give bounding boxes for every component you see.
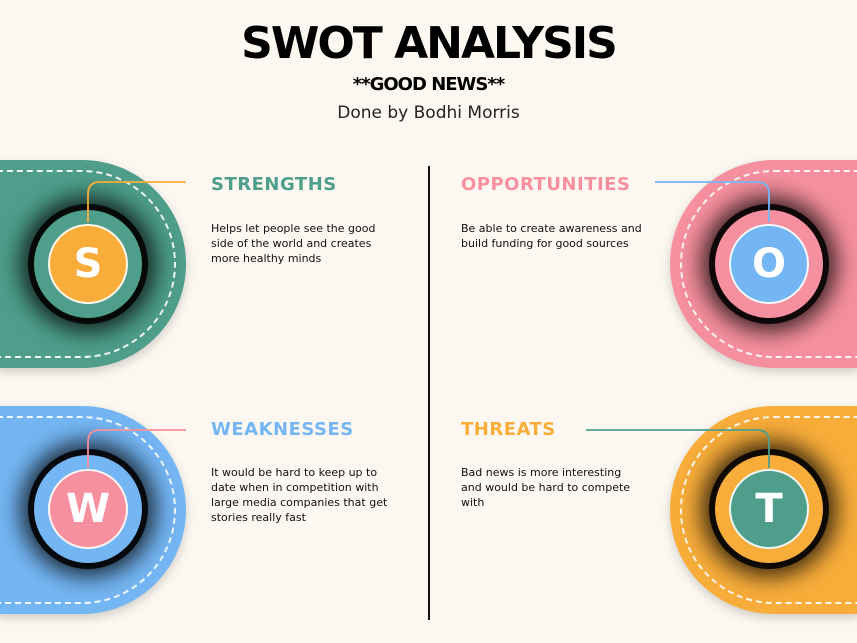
weaknesses-heading: WEAKNESSES (211, 419, 354, 440)
threats-description: Bad news is more interesting and would b… (461, 466, 631, 509)
opportunities-letter-ring: O (715, 210, 823, 318)
opportunities-description: Be able to create awareness and build fu… (461, 222, 642, 250)
threats-pill-dashed-border (680, 416, 857, 604)
weaknesses-letter-badge: W (48, 469, 128, 549)
opportunities-pill-dashed-border (680, 170, 857, 358)
threats-connector (586, 429, 770, 468)
strengths-heading: STRENGTHS (211, 174, 337, 195)
threats-letter-badge: T (729, 469, 809, 549)
weaknesses-letter-ring: W (34, 455, 142, 563)
page-title: SWOT ANALYSIS (241, 18, 618, 69)
strengths-description: Helps let people see the good side of th… (211, 222, 376, 265)
strengths-connector (87, 181, 186, 222)
opportunities-heading: OPPORTUNITIES (461, 174, 631, 195)
opportunities-letter-badge: O (729, 224, 809, 304)
weaknesses-description: It would be hard to keep up to date when… (211, 466, 388, 524)
strengths-letter-badge: S (48, 224, 128, 304)
weaknesses-connector (87, 429, 186, 468)
strengths-pill-dashed-border (0, 170, 176, 358)
opportunities-connector (655, 181, 770, 222)
threats-heading: THREATS (461, 419, 556, 440)
author-line: Done by Bodhi Morris (337, 103, 520, 123)
strengths-letter-ring: S (34, 210, 142, 318)
center-divider (428, 166, 430, 620)
page-subtitle: **GOOD NEWS** (352, 74, 505, 95)
weaknesses-pill-dashed-border (0, 416, 176, 604)
threats-letter-ring: T (715, 455, 823, 563)
